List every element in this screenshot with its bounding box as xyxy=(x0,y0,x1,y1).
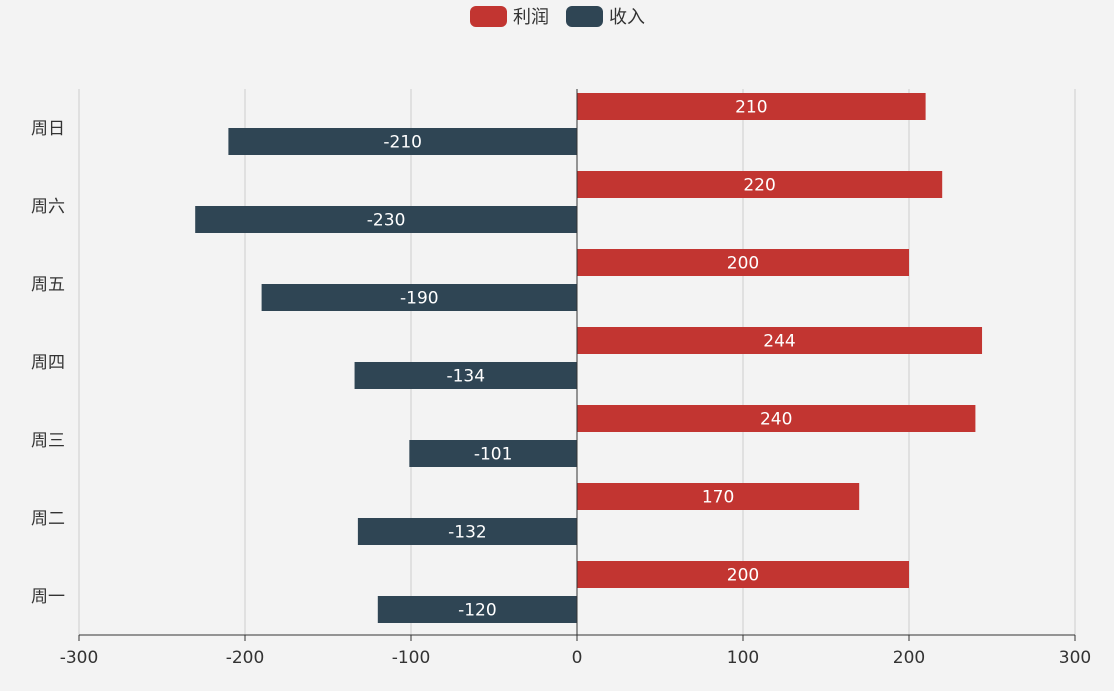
x-tick-label: 0 xyxy=(572,648,583,668)
legend-item-profit[interactable]: 利润 xyxy=(470,6,549,28)
x-tick-label: -200 xyxy=(226,648,265,668)
axes: -300 -200 -100 0 100 200 300 周一 周二 周三 周四 周五 周六 周日 xyxy=(31,89,1091,668)
data-labels: 200 -120 170 -132 240 -101 244 -134 200 -190 220 -2… xyxy=(367,98,796,621)
bar-profit-6[interactable] xyxy=(577,171,943,198)
data-label: -210 xyxy=(383,133,422,153)
data-label: 240 xyxy=(760,410,792,430)
x-tick-label: -100 xyxy=(392,648,431,668)
bar-profit-1[interactable] xyxy=(577,561,909,588)
legend[interactable]: 利润 收入 xyxy=(470,6,645,28)
bar-income-5[interactable] xyxy=(261,284,577,311)
bar-income-7[interactable] xyxy=(228,128,577,155)
y-category-label: 周三 xyxy=(31,431,65,451)
bar-profit-5[interactable] xyxy=(577,249,909,276)
y-category-label: 周日 xyxy=(31,119,65,139)
y-category-label: 周二 xyxy=(31,509,65,529)
data-label: -101 xyxy=(474,445,513,465)
data-label: -132 xyxy=(448,523,487,543)
legend-label: 收入 xyxy=(609,7,645,28)
legend-item-income[interactable]: 收入 xyxy=(566,6,645,28)
data-label: -230 xyxy=(367,211,406,231)
data-label: -134 xyxy=(446,367,485,387)
y-category-label: 周四 xyxy=(31,353,65,373)
bar-profit-4[interactable] xyxy=(577,327,983,354)
data-label: -120 xyxy=(458,601,497,621)
legend-label: 利润 xyxy=(513,7,549,28)
x-tick-label: 200 xyxy=(893,648,925,668)
x-tick-label: -300 xyxy=(60,648,99,668)
data-label: 244 xyxy=(763,332,795,352)
data-label: 200 xyxy=(727,254,759,274)
bar-profit-7[interactable] xyxy=(577,93,926,120)
bar-income-2[interactable] xyxy=(357,518,577,545)
data-label: 170 xyxy=(702,488,734,508)
legend-swatch xyxy=(470,6,507,27)
bar-profit-2[interactable] xyxy=(577,483,860,510)
bar-profit-3[interactable] xyxy=(577,405,976,432)
y-category-label: 周五 xyxy=(31,275,65,295)
legend-swatch xyxy=(566,6,603,27)
bar-income-3[interactable] xyxy=(409,440,577,467)
data-label: 220 xyxy=(743,176,775,196)
bar-income-6[interactable] xyxy=(195,206,577,233)
x-tick-label: 300 xyxy=(1059,648,1091,668)
y-category-label: 周六 xyxy=(31,197,65,217)
x-tick-label: 100 xyxy=(727,648,759,668)
y-category-label: 周一 xyxy=(31,587,65,607)
data-label: -190 xyxy=(400,289,439,309)
data-label: 200 xyxy=(727,566,759,586)
bar-income-1[interactable] xyxy=(377,596,577,623)
data-label: 210 xyxy=(735,98,767,118)
bar-income-4[interactable] xyxy=(354,362,577,389)
bars xyxy=(195,93,983,623)
